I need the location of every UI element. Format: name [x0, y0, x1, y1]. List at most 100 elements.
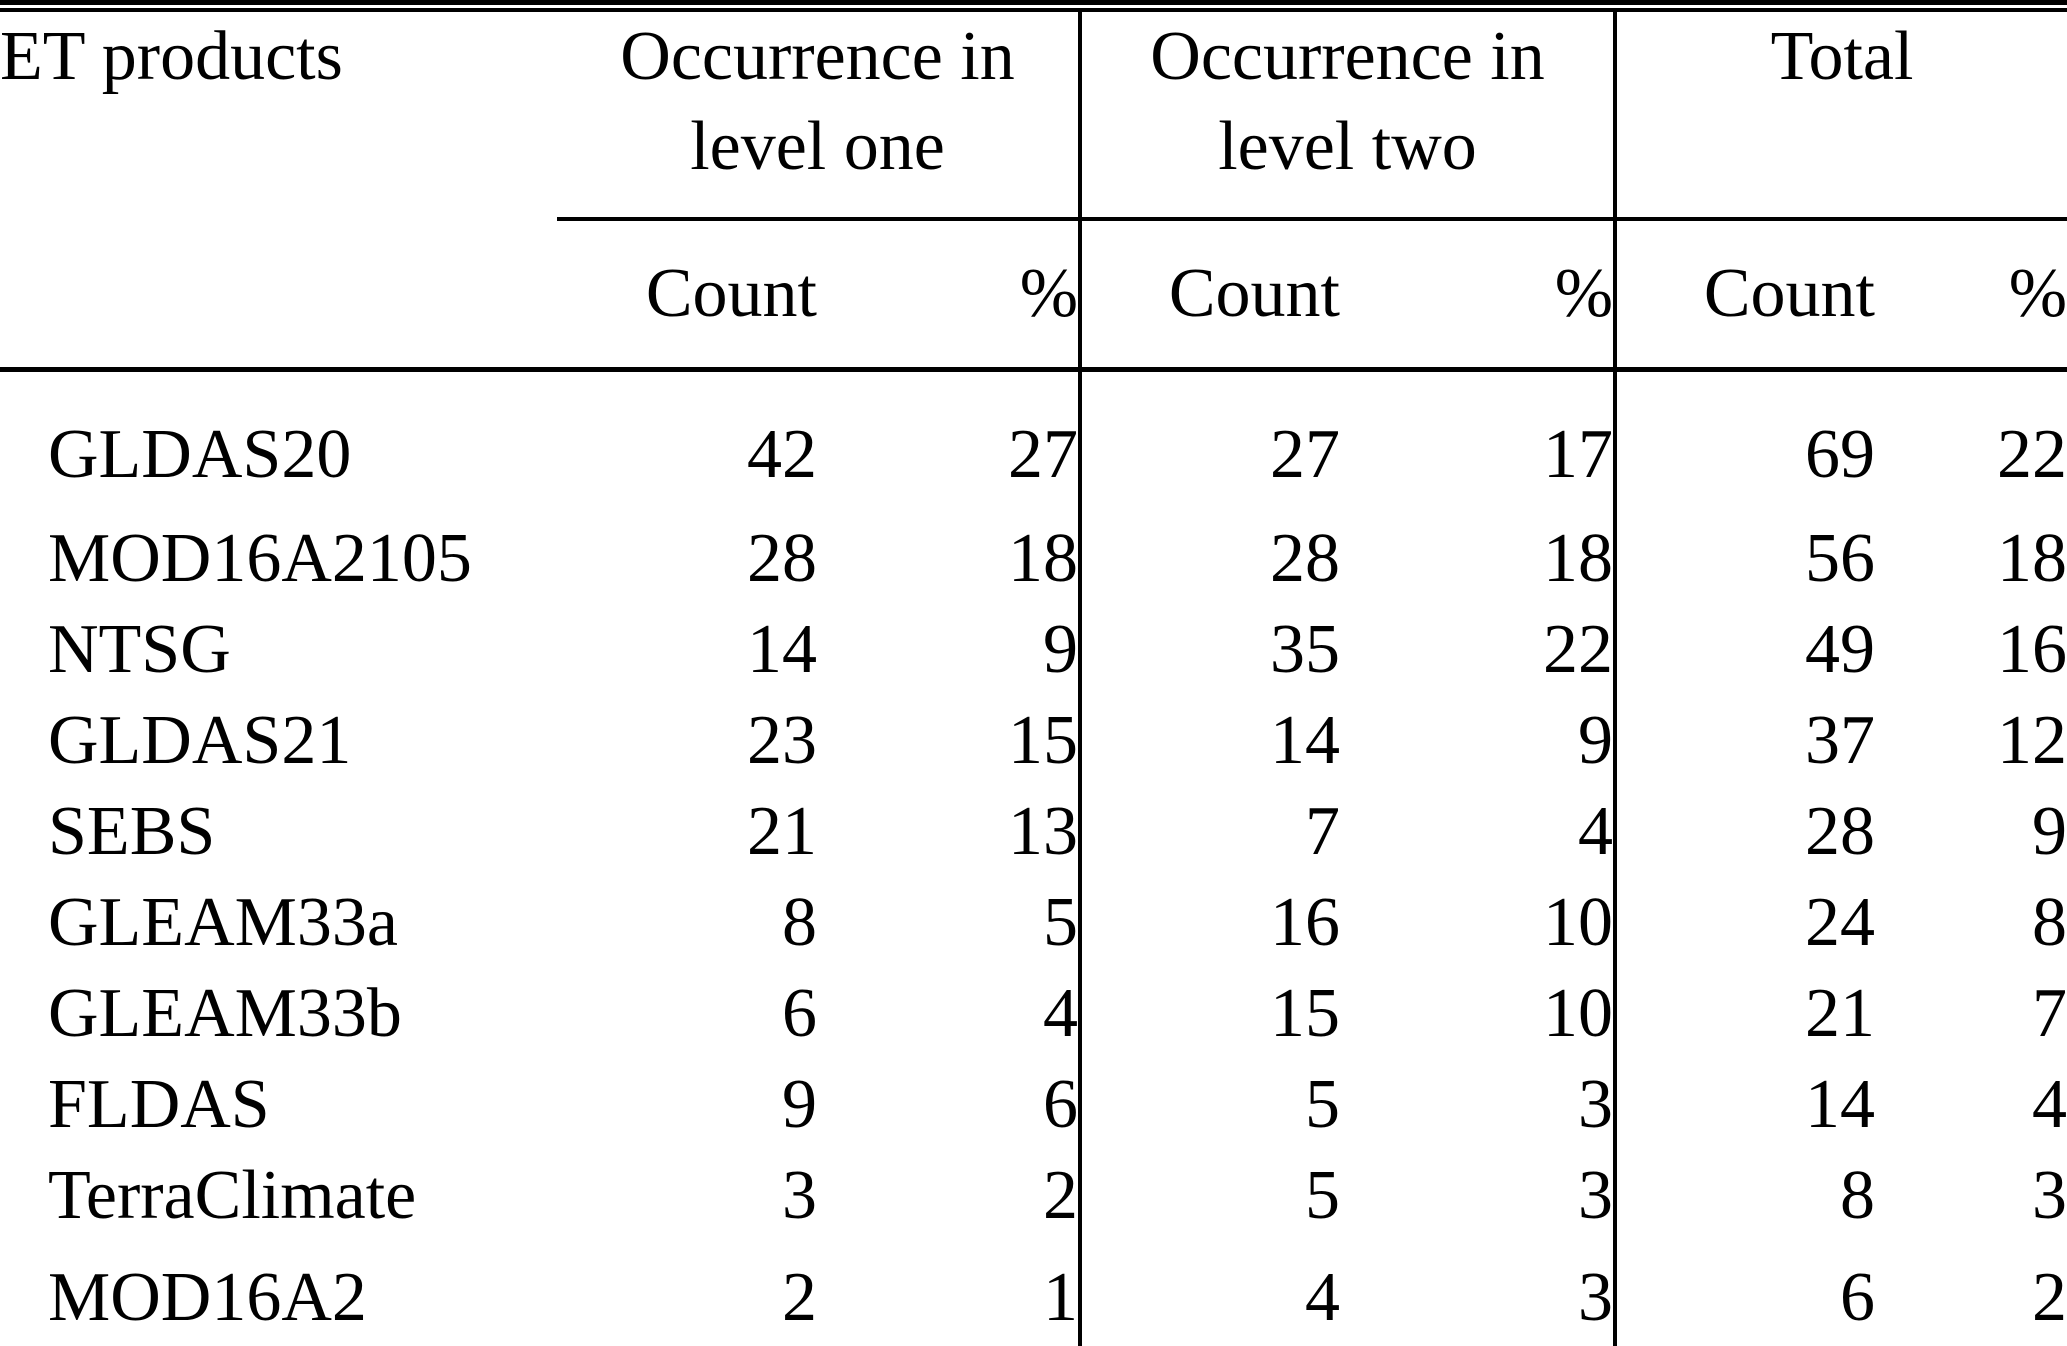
- cell-total-percent: 16: [1997, 610, 2067, 688]
- cell-l2-percent: 9: [1578, 701, 1613, 779]
- cell-total-count: 14: [1613, 1059, 1875, 1150]
- group-header-line1: Occurrence in: [1150, 18, 1545, 95]
- cell-l2-count: 28: [1078, 513, 1340, 604]
- cell-l2-percent: 4: [1578, 792, 1613, 870]
- cell-product: SEBS: [48, 792, 216, 870]
- cell-product: TerraClimate: [48, 1156, 417, 1234]
- cell-total-percent: 7: [2032, 974, 2067, 1052]
- cell-l1-percent: 6: [1043, 1065, 1078, 1143]
- cell-total-percent: 9: [2032, 792, 2067, 870]
- top-rule-lower: [0, 8, 2067, 12]
- cell-product: GLDAS20: [48, 416, 352, 493]
- cell-product: GLEAM33a: [48, 883, 398, 961]
- cell-l1-percent: 18: [1008, 519, 1078, 597]
- cell-l2-count: 35: [1078, 604, 1340, 695]
- cell-l1-percent: 4: [1043, 974, 1078, 1052]
- cell-l1-percent: 9: [1043, 610, 1078, 688]
- cell-l2-count: 7: [1078, 786, 1340, 877]
- cell-l1-count: 23: [747, 701, 817, 779]
- cell-total-count: 37: [1613, 695, 1875, 786]
- et-products-table: ET products Occurrence in level one Occu…: [0, 12, 2067, 1346]
- cell-product: MOD16A2: [0, 1241, 557, 1346]
- cell-l2-percent: 18: [1543, 519, 1613, 597]
- table-row: GLDAS20 42 27 27 17 69 22: [0, 369, 2067, 513]
- subheader-count-total: Count: [1613, 219, 1875, 372]
- column-header-occurrence-level-two: Occurrence in level two: [1078, 12, 1615, 221]
- cell-product: MOD16A2105: [48, 519, 472, 597]
- cell-l1-percent: 2: [1043, 1156, 1078, 1234]
- cell-total-count: 49: [1613, 604, 1875, 695]
- top-rule-gap: [0, 5, 2067, 8]
- group-header-line2: [1617, 102, 2067, 192]
- cell-l1-count: 21: [747, 792, 817, 870]
- cell-total-percent: 18: [1997, 519, 2067, 597]
- table-row: GLEAM33b 6 4 15 10 21 7: [0, 968, 2067, 1059]
- cell-l2-percent: 22: [1543, 610, 1613, 688]
- cell-l2-count: 5: [1078, 1059, 1340, 1150]
- subheader-count-level-two: Count: [1078, 219, 1340, 372]
- group-header-line2: level two: [1218, 108, 1477, 185]
- cell-l1-count: 14: [747, 610, 817, 688]
- cell-l2-percent: 3: [1340, 1241, 1615, 1346]
- cell-total-count: 28: [1613, 786, 1875, 877]
- cell-total-count: 6: [1613, 1241, 1875, 1346]
- cell-l1-count: 9: [782, 1065, 817, 1143]
- subheader-count-level-one: Count: [557, 219, 817, 372]
- cell-product: NTSG: [48, 610, 231, 688]
- sub-header-row: Count % Count % Count %: [0, 219, 2067, 372]
- cell-l1-count: 42: [747, 416, 817, 493]
- cell-l1-count: 8: [782, 883, 817, 961]
- cell-l1-percent: 13: [1008, 792, 1078, 870]
- cell-l2-count: 4: [1078, 1241, 1340, 1346]
- table-row: MOD16A2105 28 18 28 18 56 18: [0, 513, 2067, 604]
- cell-l1-percent: 5: [1043, 883, 1078, 961]
- cell-product: GLDAS21: [48, 701, 352, 779]
- cell-total-count: 21: [1613, 968, 1875, 1059]
- cell-l1-percent: 1: [817, 1241, 1080, 1346]
- cell-l1-percent: 27: [1008, 416, 1078, 493]
- table-row: GLDAS21 23 15 14 9 37 12: [0, 695, 2067, 786]
- cell-total-percent: 4: [2032, 1065, 2067, 1143]
- cell-total-count: 8: [1613, 1150, 1875, 1241]
- cell-l2-count: 27: [1078, 369, 1340, 513]
- cell-l2-percent: 10: [1543, 883, 1613, 961]
- table-row: FLDAS 9 6 5 3 14 4: [0, 1059, 2067, 1150]
- cell-l1-count: 3: [782, 1156, 817, 1234]
- cell-l1-count: 6: [782, 974, 817, 1052]
- cell-total-count: 69: [1613, 369, 1875, 513]
- cell-total-count: 56: [1613, 513, 1875, 604]
- cell-l1-percent: 15: [1008, 701, 1078, 779]
- table-row: SEBS 21 13 7 4 28 9: [0, 786, 2067, 877]
- group-header-line1: Occurrence in: [620, 18, 1015, 95]
- top-rule-upper: [0, 0, 2067, 5]
- cell-l2-percent: 17: [1543, 416, 1613, 493]
- cell-l2-percent: 10: [1543, 974, 1613, 1052]
- subheader-percent-level-one: %: [817, 219, 1080, 372]
- cell-total-percent: 2: [1875, 1241, 2067, 1346]
- cell-l2-percent: 3: [1578, 1065, 1613, 1143]
- cell-l1-count: 2: [557, 1241, 817, 1346]
- cell-product: FLDAS: [48, 1065, 270, 1143]
- cell-l2-percent: 3: [1578, 1156, 1613, 1234]
- group-header-line2: level one: [690, 108, 945, 185]
- cell-product: GLEAM33b: [48, 974, 402, 1052]
- cell-total-percent: 8: [2032, 883, 2067, 961]
- table-row: GLEAM33a 8 5 16 10 24 8: [0, 877, 2067, 968]
- column-header-et-products: ET products: [0, 12, 557, 372]
- cell-l2-count: 16: [1078, 877, 1340, 968]
- subheader-percent-level-two: %: [1340, 219, 1615, 372]
- table-row: NTSG 14 9 35 22 49 16: [0, 604, 2067, 695]
- cell-total-percent: 22: [1997, 416, 2067, 493]
- cell-l1-count: 28: [747, 519, 817, 597]
- cell-total-percent: 3: [2032, 1156, 2067, 1234]
- subheader-percent-total: %: [1875, 219, 2067, 372]
- cell-total-percent: 12: [1997, 701, 2067, 779]
- table-row: MOD16A2 2 1 4 3 6 2: [0, 1241, 2067, 1346]
- group-header-row: ET products Occurrence in level one Occu…: [0, 12, 2067, 372]
- cell-total-count: 24: [1613, 877, 1875, 968]
- column-header-total: Total: [1613, 12, 2067, 221]
- cell-l2-count: 14: [1078, 695, 1340, 786]
- cell-l2-count: 5: [1078, 1150, 1340, 1241]
- column-header-occurrence-level-one: Occurrence in level one: [557, 12, 1080, 221]
